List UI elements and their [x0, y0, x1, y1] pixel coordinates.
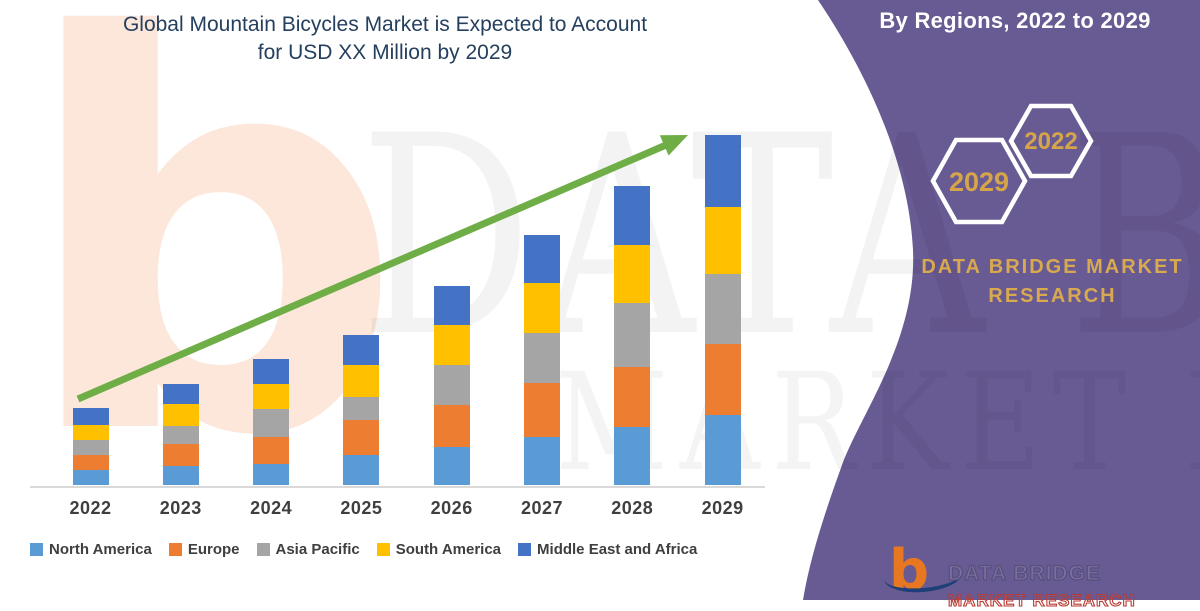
legend-label: Europe [187, 541, 240, 558]
bar-segment-2026-europe [433, 405, 470, 447]
bar-segment-2028-south-america [614, 245, 651, 303]
legend-swatch-icon [256, 543, 270, 556]
legend-swatch-icon [376, 543, 390, 556]
bar-segment-2029-middle-east-and-africa [704, 135, 741, 207]
bar-segment-2026-asia-pacific [433, 365, 470, 405]
legend-item-europe: Europe [168, 541, 240, 558]
bar-segment-2025-middle-east-and-africa [343, 335, 380, 365]
x-axis-label-2027: 2027 [520, 498, 564, 518]
brand-text-line2: RESEARCH [988, 285, 1117, 307]
bar-segment-2025-north-america [343, 455, 380, 485]
legend-item-asia-pacific: Asia Pacific [256, 541, 360, 558]
legend-item-south-america: South America [376, 541, 502, 558]
bar-segment-2022-south-america [72, 425, 109, 440]
side-panel-background [803, 0, 1200, 600]
hexagon-2022: 2022 [1008, 103, 1094, 179]
bar-segment-2028-europe [614, 367, 651, 427]
x-axis-label-2028: 2028 [611, 498, 654, 518]
bar-segment-2022-asia-pacific [72, 440, 109, 455]
bar-segment-2027-north-america [524, 437, 560, 485]
bar-2028 [614, 186, 651, 485]
footer-logo-b-icon: b [889, 538, 930, 603]
hexagon-badges: 2022 2029 [930, 103, 1094, 225]
bar-segment-2022-north-america [72, 470, 109, 485]
bar-segment-2025-europe [343, 420, 380, 455]
bar-2026 [433, 286, 470, 485]
bar-segment-2028-north-america [614, 427, 651, 485]
x-axis-label-2024: 2024 [250, 498, 293, 518]
bar-segment-2023-middle-east-and-africa [162, 384, 199, 404]
legend-label: North America [49, 541, 152, 558]
bar-segment-2027-south-america [524, 283, 560, 333]
x-axis-line [30, 486, 765, 488]
bar-segment-2027-europe [524, 383, 560, 437]
bar-segment-2024-europe [253, 437, 290, 464]
bar-2027 [524, 235, 560, 485]
bar-segment-2024-asia-pacific [253, 409, 290, 437]
hexagon-2029-label: 2029 [949, 167, 1009, 197]
bar-segment-2023-europe [162, 444, 199, 466]
legend-label: Asia Pacific [275, 541, 360, 558]
bar-segment-2027-asia-pacific [524, 333, 560, 383]
legend-label: South America [395, 541, 502, 558]
hexagon-2022-label: 2022 [1024, 128, 1077, 155]
bar-segment-2023-asia-pacific [162, 426, 199, 444]
footer-logo-brand: DATA BRIDGE [947, 561, 1101, 585]
chart-title: Global Mountain Bicycles Market is Expec… [25, 11, 745, 67]
bar-2029 [704, 135, 741, 485]
x-axis-label-2026: 2026 [430, 498, 473, 518]
chart-title-line1: Global Mountain Bicycles Market is Expec… [122, 13, 648, 36]
brand-text: DATA BRIDGE MARKET RESEARCH [860, 253, 1200, 311]
bar-2023 [162, 384, 199, 485]
bar-segment-2026-north-america [433, 447, 470, 485]
legend-swatch-icon [30, 543, 43, 556]
bar-segment-2022-europe [72, 455, 109, 470]
legend-item-north-america: North America [30, 541, 152, 558]
bar-segment-2022-middle-east-and-africa [72, 408, 109, 425]
bar-2024 [253, 359, 290, 485]
bar-segment-2026-south-america [433, 325, 470, 365]
hexagon-2029: 2029 [930, 137, 1028, 225]
bar-segment-2028-middle-east-and-africa [614, 186, 651, 245]
bar-2025 [343, 335, 380, 485]
bar-2022 [72, 408, 109, 485]
x-axis-label-2022: 2022 [69, 498, 112, 518]
brand-text-line1: DATA BRIDGE MARKET [921, 256, 1184, 278]
bar-segment-2029-europe [704, 344, 741, 415]
x-axis-label-2029: 2029 [701, 498, 744, 518]
footer-logo-subbrand: MARKET RESEARCH [947, 590, 1136, 610]
chart-legend: North America Europe Asia Pacific South Ame… [30, 541, 697, 558]
bar-segment-2028-asia-pacific [614, 303, 651, 367]
x-axis-label-2025: 2025 [340, 498, 383, 518]
panel-heading: By Regions, 2022 to 2029 [879, 8, 1151, 33]
bar-segment-2023-north-america [162, 466, 199, 485]
x-axis-label-2023: 2023 [159, 498, 202, 518]
stacked-bar-chart: 2022 2023 2024 2025 2026 2027 2028 2029 [69, 135, 744, 518]
chart-title-line2: for USD XX Million by 2029 [257, 40, 513, 64]
bar-segment-2026-middle-east-and-africa [433, 286, 470, 325]
bar-segment-2023-south-america [162, 404, 199, 426]
bar-segment-2029-north-america [704, 415, 741, 485]
bar-segment-2027-middle-east-and-africa [524, 235, 560, 283]
trend-arrow [76, 135, 688, 403]
bar-segment-2029-asia-pacific [704, 274, 741, 344]
bar-segment-2029-south-america [704, 207, 741, 274]
bar-segment-2024-north-america [253, 464, 290, 485]
bar-segment-2025-south-america [343, 365, 380, 397]
legend-item-middle-east-and-africa: Middle East and Africa [518, 541, 697, 558]
legend-label: Middle East and Africa [537, 541, 698, 558]
bar-segment-2024-south-america [253, 384, 290, 409]
legend-swatch-icon [168, 543, 182, 556]
bar-segment-2024-middle-east-and-africa [253, 359, 290, 384]
bar-segment-2025-asia-pacific [343, 397, 380, 420]
legend-swatch-icon [518, 543, 532, 556]
